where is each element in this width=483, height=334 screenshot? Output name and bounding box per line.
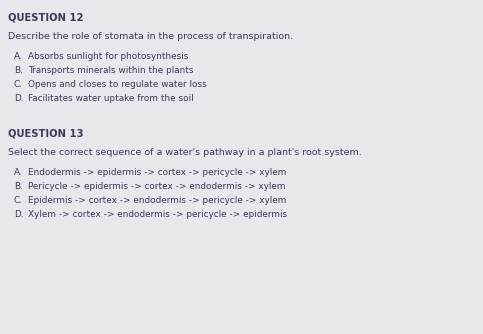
Text: QUESTION 12: QUESTION 12: [8, 12, 84, 22]
Text: D.: D.: [14, 210, 24, 219]
Text: C.: C.: [14, 80, 23, 89]
Text: B.: B.: [14, 66, 23, 75]
Text: Opens and closes to regulate water loss: Opens and closes to regulate water loss: [28, 80, 207, 89]
Text: Absorbs sunlight for photosynthesis: Absorbs sunlight for photosynthesis: [28, 52, 188, 61]
Text: Xylem -> cortex -> endodermis -> pericycle -> epidermis: Xylem -> cortex -> endodermis -> pericyc…: [28, 210, 287, 219]
Text: A.: A.: [14, 168, 23, 177]
Text: A.: A.: [14, 52, 23, 61]
Text: QUESTION 13: QUESTION 13: [8, 128, 84, 138]
Text: Transports minerals within the plants: Transports minerals within the plants: [28, 66, 194, 75]
Text: Endodermis -> epidermis -> cortex -> pericycle -> xylem: Endodermis -> epidermis -> cortex -> per…: [28, 168, 286, 177]
Text: D.: D.: [14, 94, 24, 103]
Text: Select the correct sequence of a water's pathway in a plant's root system.: Select the correct sequence of a water's…: [8, 148, 362, 157]
Text: C.: C.: [14, 196, 23, 205]
Text: Describe the role of stomata in the process of transpiration.: Describe the role of stomata in the proc…: [8, 32, 293, 41]
Text: Facilitates water uptake from the soil: Facilitates water uptake from the soil: [28, 94, 194, 103]
Text: Pericycle -> epidermis -> cortex -> endodermis -> xylem: Pericycle -> epidermis -> cortex -> endo…: [28, 182, 285, 191]
Text: B.: B.: [14, 182, 23, 191]
Text: Epidermis -> cortex -> endodermis -> pericycle -> xylem: Epidermis -> cortex -> endodermis -> per…: [28, 196, 286, 205]
